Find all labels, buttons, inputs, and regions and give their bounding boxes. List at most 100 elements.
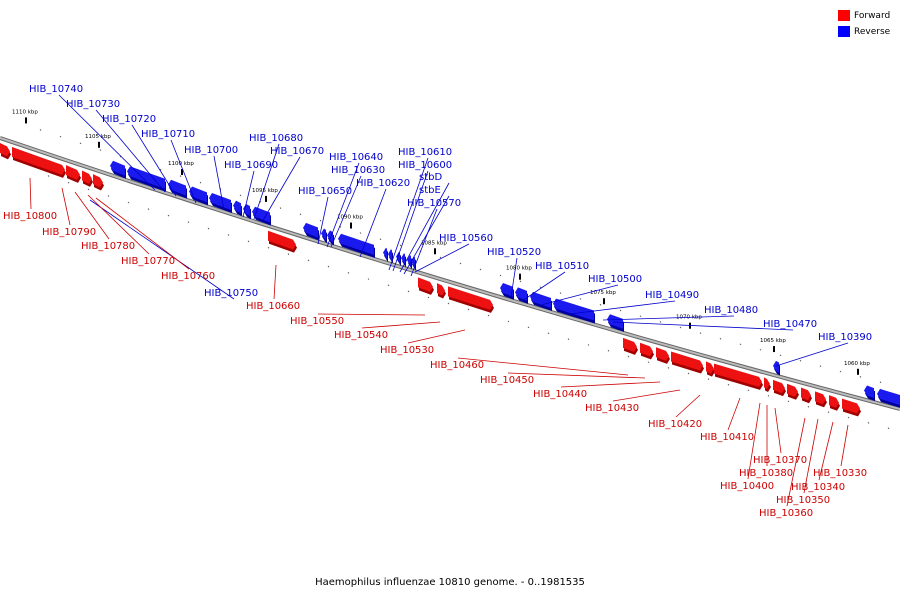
guide-dot (507, 320, 510, 323)
guide-dot (339, 226, 342, 228)
forward-gene-15 (764, 377, 770, 390)
guide-dot (847, 416, 850, 419)
guide-dot (79, 142, 82, 145)
leader-hib-10540 (361, 321, 441, 329)
leader-hib-10490 (569, 300, 676, 315)
leader-hib-10720 (131, 124, 177, 197)
leader-hib-10340 (818, 421, 834, 481)
label-hib-10520: HIB_10520 (487, 247, 541, 258)
guide-dot (407, 290, 410, 293)
guide-dot (887, 427, 890, 430)
guide-dot (187, 221, 190, 223)
leader-hib-10660 (273, 264, 277, 300)
label-hib-10670: HIB_10670 (270, 146, 324, 157)
leader-hib-10370 (774, 407, 782, 454)
leader-hib-10570 (410, 208, 438, 277)
leader-hib-10780 (74, 191, 110, 240)
leader-hib-10440 (560, 381, 661, 388)
guide-dot (739, 343, 742, 346)
guide-dot (667, 367, 670, 369)
leader-hib-10450 (507, 372, 646, 379)
guide-dot (619, 309, 622, 312)
guide-dot (119, 155, 122, 158)
guide-dot (39, 129, 42, 131)
guide-dot (247, 240, 250, 243)
forward-gene-6 (418, 277, 433, 292)
guide-dot (807, 405, 810, 408)
label-hib-10690: HIB_10690 (224, 160, 278, 171)
forward-gene-16 (773, 379, 785, 394)
tick-label-7: 1075 kbp (590, 290, 616, 296)
guide-dot (707, 378, 710, 381)
guide-dot (367, 278, 370, 280)
tick-label-4: 1090 kbp (337, 215, 363, 221)
label-hib-10560: HIB_10560 (439, 233, 493, 244)
guide-dot (779, 354, 782, 357)
guide-dot (319, 219, 322, 222)
legend-swatch-forward (838, 10, 850, 21)
guide-dot (679, 326, 682, 329)
reverse-gene-6 (243, 203, 250, 217)
legend-item-forward: Forward (838, 8, 890, 23)
guide-dot (527, 326, 530, 329)
reverse-gene-19 (515, 287, 527, 301)
label-hib-10790: HIB_10790 (42, 227, 96, 238)
guide-dot (539, 286, 542, 289)
label-hib-10780: HIB_10780 (81, 241, 135, 252)
label-hib-10750: HIB_10750 (204, 288, 258, 299)
leader-hib-10620 (359, 188, 387, 258)
label-hib-10550: HIB_10550 (290, 316, 344, 327)
guide-dot (347, 272, 350, 274)
forward-gene-2 (66, 165, 80, 180)
forward-gene-17 (787, 383, 798, 397)
tick-label-2: 1100 kbp (168, 161, 194, 167)
guide-dot (287, 253, 290, 255)
reverse-gene-8 (303, 222, 318, 238)
leader-hib-10670 (261, 156, 301, 223)
guide-dot (727, 383, 730, 386)
label-stbe: stbE (419, 185, 441, 196)
label-hib-10740: HIB_10740 (29, 84, 83, 95)
label-hib-10490: HIB_10490 (645, 290, 699, 301)
guide-dot (47, 175, 50, 177)
guide-dot (487, 314, 490, 317)
guide-dot (839, 370, 842, 373)
guide-dot (767, 394, 770, 397)
leader-hib-10350 (803, 418, 819, 494)
leader-hib-10520 (510, 257, 518, 298)
guide-dot (467, 308, 470, 311)
forward-gene-21 (842, 398, 860, 414)
tick-label-10: 1060 kbp (844, 361, 870, 367)
label-hib-10630: HIB_10630 (331, 165, 385, 176)
label-hib-10730: HIB_10730 (66, 99, 120, 110)
reverse-gene-11 (338, 233, 374, 255)
guide-dot (859, 376, 862, 378)
reverse-gene-18 (500, 282, 513, 297)
label-hib-10500: HIB_10500 (588, 274, 642, 285)
leader-hib-10330 (840, 424, 849, 467)
guide-dot (67, 181, 70, 184)
forward-gene-13 (706, 361, 714, 374)
legend-label-reverse: Reverse (854, 26, 891, 37)
label-hib-10360: HIB_10360 (759, 508, 813, 519)
guide-dot (379, 238, 382, 241)
guide-dot (107, 195, 110, 197)
guide-dot (599, 303, 602, 306)
leader-hib-10640 (326, 162, 360, 248)
label-hib-10610: HIB_10610 (398, 147, 452, 158)
label-hib-10390: HIB_10390 (818, 332, 872, 343)
guide-dot (267, 246, 270, 249)
forward-gene-11 (656, 347, 669, 361)
reverse-gene-0 (110, 160, 125, 176)
guide-dot (227, 234, 230, 236)
guide-dot (159, 168, 162, 171)
forward-gene-18 (801, 387, 811, 401)
leader-hib-10430 (612, 389, 681, 402)
forward-gene-20 (829, 395, 839, 408)
leader-hib-10560 (414, 243, 470, 273)
guide-dot (99, 149, 102, 151)
label-hib-10410: HIB_10410 (700, 432, 754, 443)
forward-gene-0 (0, 143, 10, 157)
label-hib-10460: HIB_10460 (430, 360, 484, 371)
guide-dot (519, 280, 522, 283)
